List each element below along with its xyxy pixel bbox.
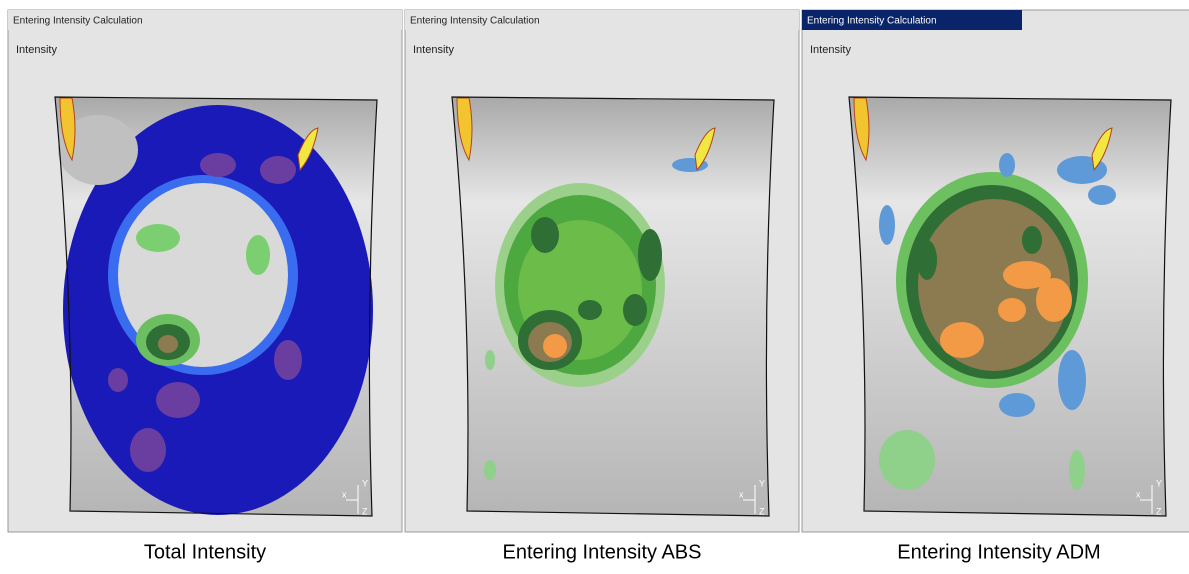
contour-region (136, 224, 180, 252)
axis-triad (346, 485, 359, 514)
contour-region (578, 300, 602, 320)
contour-region (1003, 261, 1051, 289)
hot-spot (1091, 127, 1113, 172)
contour-region (543, 334, 567, 358)
sheet-outline (54, 96, 378, 517)
contour-region (260, 156, 296, 184)
contour-region (1036, 278, 1072, 322)
sheet-outline (848, 96, 1172, 517)
hot-spot (853, 97, 870, 162)
contour-region (1058, 350, 1086, 410)
panel-label: Intensity (810, 44, 851, 56)
hot-spot (297, 127, 319, 172)
contour-region (485, 350, 495, 370)
contour-region (638, 229, 662, 281)
contour-region (156, 382, 200, 418)
axis-label: Z (759, 506, 765, 516)
hot-spot (456, 97, 473, 162)
contour-region (130, 428, 166, 472)
contour-region (246, 235, 270, 275)
axis-triad (1140, 485, 1153, 514)
window-title: Entering Intensity Calculation (807, 16, 937, 27)
contour-region (531, 217, 559, 253)
axis-triad (743, 485, 756, 514)
axis-label: Y (1156, 478, 1162, 488)
contour-region (1088, 185, 1116, 205)
contour-region (999, 153, 1015, 177)
axis-label: x (342, 489, 347, 499)
caption: Total Intensity (144, 541, 266, 563)
window-title: Entering Intensity Calculation (13, 16, 143, 27)
contour-region (879, 430, 935, 490)
contour-region (1069, 450, 1085, 490)
panel: Entering Intensity Calculation Intensity Y… (7, 9, 403, 533)
title-bar (8, 10, 402, 30)
panel: Entering Intensity Calculation Intensity Y… (404, 9, 800, 533)
contour-region (58, 115, 138, 185)
panel: Entering Intensity Calculation Intensity Y… (801, 9, 1189, 533)
caption: Entering Intensity ABS (502, 541, 701, 563)
title-bar (802, 10, 1022, 30)
panel-label: Intensity (16, 44, 57, 56)
contour-region (108, 368, 128, 392)
contour-region (158, 335, 178, 353)
contour-region (879, 205, 895, 245)
panel-label: Intensity (413, 44, 454, 56)
contour-region (940, 322, 984, 358)
axis-label: Z (1156, 506, 1162, 516)
window-title: Entering Intensity Calculation (410, 16, 540, 27)
axis-label: Y (759, 478, 765, 488)
axis-label: Z (362, 506, 368, 516)
contour-region (484, 460, 496, 480)
contour-region (917, 240, 937, 280)
axis-label: Y (362, 478, 368, 488)
contour-region (623, 294, 647, 326)
hot-spot (59, 97, 76, 162)
axis-label: x (1136, 489, 1141, 499)
contour-region (274, 340, 302, 380)
contour-region (1022, 226, 1042, 254)
hot-spot (694, 127, 716, 172)
axis-label: x (739, 489, 744, 499)
contour-region (200, 153, 236, 177)
contour-region (999, 393, 1035, 417)
title-bar (405, 10, 799, 30)
sheet-outline (451, 96, 775, 517)
caption: Entering Intensity ADM (897, 541, 1100, 563)
contour-region (998, 298, 1026, 322)
